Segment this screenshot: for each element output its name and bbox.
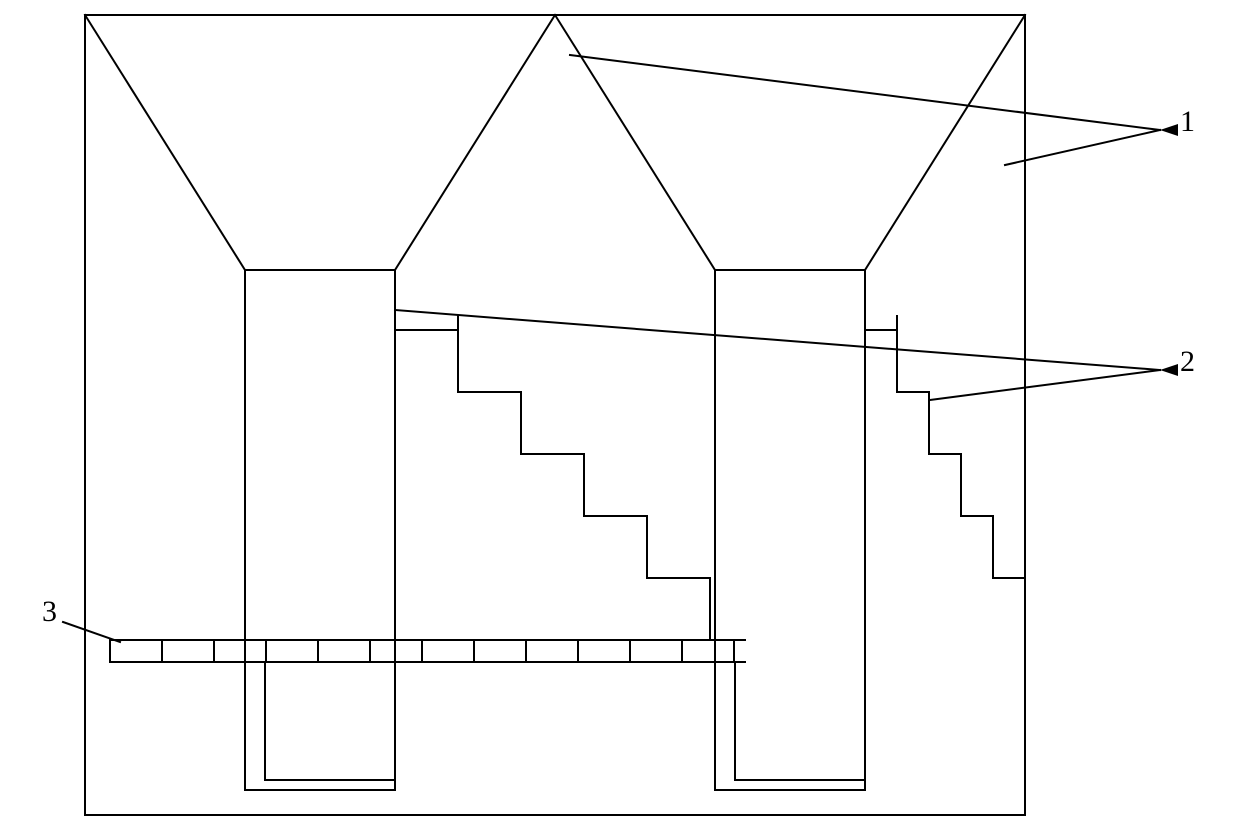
schematic-svg — [0, 0, 1240, 830]
callout-label-3: 3 — [42, 595, 57, 629]
callout-label-1: 1 — [1180, 105, 1195, 139]
diagram-canvas: 1 2 3 — [0, 0, 1240, 830]
callout-label-2: 2 — [1180, 345, 1195, 379]
